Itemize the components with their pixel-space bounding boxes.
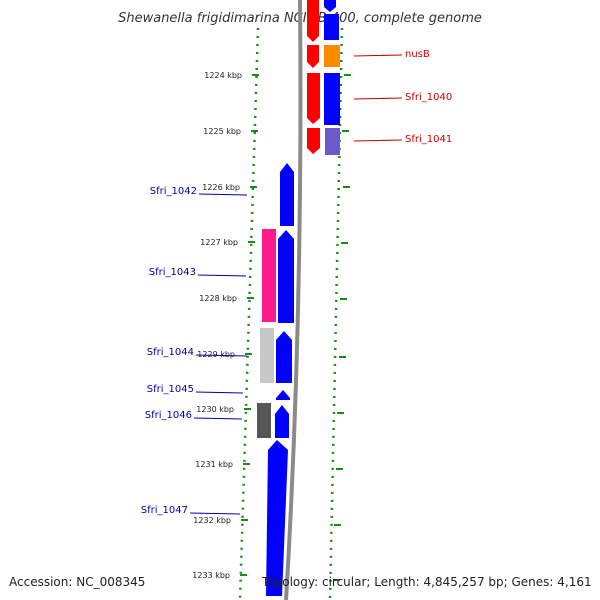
gene-block-sfri-1040[interactable] <box>324 73 340 125</box>
left-axis-track <box>238 27 260 600</box>
gene-label-leader <box>353 139 403 142</box>
gene-block-nusb[interactable] <box>324 45 340 67</box>
pink-block[interactable] <box>262 229 276 322</box>
axis-tick-label: 1232 kbp <box>193 516 231 525</box>
axis-tick-label: 1231 kbp <box>195 460 233 469</box>
annotation-blocks <box>257 229 276 438</box>
darkgray-block[interactable] <box>257 403 271 438</box>
right-gene-labels: nusB Sfri_1040 Sfri_1041 <box>353 49 452 145</box>
gene-arrow-sfri-1044[interactable] <box>276 331 292 383</box>
genome-backbone <box>284 0 303 600</box>
accession-text: Accession: NC_008345 <box>9 575 145 589</box>
gene-label-leader <box>195 354 248 357</box>
gene-label[interactable]: Sfri_1046 <box>145 410 192 421</box>
axis-tick-label: 1228 kbp <box>199 294 237 303</box>
gene-label-leader <box>353 54 403 57</box>
axis-tick-label: 1233 kbp <box>192 571 230 580</box>
gene-block-sfri-1041[interactable] <box>325 128 340 155</box>
gene-arrow[interactable] <box>307 45 319 68</box>
axis-tick-label: 1229 kbp <box>197 350 235 359</box>
axis-ticks: 1224 kbp 1225 kbp 1226 kbp 1227 kbp 1228 kbp… <box>192 71 259 580</box>
gene-arrow-sfri-1047[interactable] <box>266 440 288 596</box>
axis-tick-label: 1225 kbp <box>203 127 241 136</box>
gene-label[interactable]: Sfri_1040 <box>405 92 452 103</box>
topology-text: Topology: circular; Length: 4,845,257 bp… <box>261 575 592 589</box>
gene-arrow-sfri-1046[interactable] <box>275 405 289 438</box>
gene-block[interactable] <box>324 14 339 40</box>
gene-label[interactable]: nusB <box>405 49 430 60</box>
gene-arrow-sfri-1042[interactable] <box>280 163 294 226</box>
gene-label-leader <box>189 512 241 515</box>
gene-arrow-sfri-1045[interactable] <box>276 390 290 400</box>
gene-label-leader <box>353 97 403 100</box>
reverse-strand-genes-top <box>324 0 340 155</box>
reverse-strand-genes-bottom <box>266 163 294 596</box>
gene-label[interactable]: Sfri_1042 <box>150 186 197 197</box>
gene-label-leader <box>198 193 248 196</box>
lightgray-block[interactable] <box>260 328 274 383</box>
gene-arrow[interactable] <box>307 128 320 154</box>
gene-label[interactable]: Sfri_1044 <box>147 347 194 358</box>
left-gene-labels: Sfri_1042 Sfri_1043 Sfri_1044 Sfri_1045 Sfri… <box>141 186 248 516</box>
gene-label[interactable]: Sfri_1047 <box>141 505 188 516</box>
gene-label[interactable]: Sfri_1043 <box>149 267 196 278</box>
gene-label-leader <box>195 391 244 394</box>
gene-label[interactable]: Sfri_1041 <box>405 134 452 145</box>
gene-label-leader <box>197 274 247 277</box>
gene-arrow-sfri-1043[interactable] <box>278 230 294 323</box>
axis-tick-label: 1227 kbp <box>200 238 238 247</box>
axis-tick-label: 1226 kbp <box>202 183 240 192</box>
gene-arrow[interactable] <box>307 73 320 124</box>
gene-arrow[interactable] <box>324 0 336 12</box>
axis-tick-label: 1230 kbp <box>196 405 234 414</box>
forward-strand-genes <box>307 0 320 154</box>
gene-label-leader <box>193 417 243 420</box>
gene-label[interactable]: Sfri_1045 <box>147 384 194 395</box>
axis-tick-label: 1224 kbp <box>204 71 242 80</box>
right-axis-ticks <box>333 74 351 581</box>
gene-arrow[interactable] <box>307 0 319 42</box>
